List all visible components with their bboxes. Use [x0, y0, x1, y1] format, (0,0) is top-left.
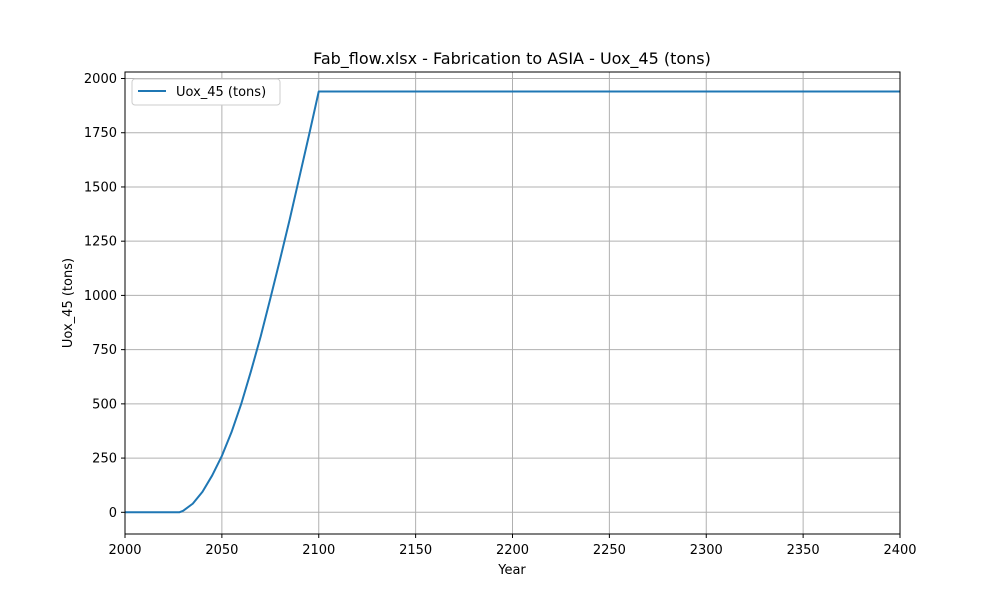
y-tick-label: 1000 [84, 289, 117, 304]
y-tick-label: 2000 [84, 72, 117, 87]
series-line [125, 90, 900, 514]
legend-label: Uox_45 (tons) [176, 85, 266, 100]
y-tick-label: 1250 [84, 235, 117, 250]
x-tick-label: 2200 [496, 543, 529, 558]
y-axis-label: Uox_45 (tons) [61, 258, 76, 348]
y-tick-label: 0 [109, 506, 117, 521]
y-tick-label: 750 [92, 343, 117, 358]
series-lines [125, 90, 900, 514]
y-tick-label: 250 [92, 452, 117, 467]
x-tick-label: 2150 [399, 543, 432, 558]
x-tick-label: 2300 [690, 543, 723, 558]
x-tick-label: 2100 [302, 543, 335, 558]
x-tick-label: 2000 [108, 543, 141, 558]
x-tick-label: 2400 [883, 543, 916, 558]
x-axis-label: Year [497, 563, 526, 578]
y-tick-label: 500 [92, 397, 117, 412]
chart-title: Fab_flow.xlsx - Fabrication to ASIA - Uo… [313, 49, 711, 69]
x-tick-label: 2350 [787, 543, 820, 558]
x-axis-ticks: 2000 2050 2100 2150 2200 2250 2300 2350 2400 [108, 534, 917, 558]
y-axis-ticks: 0 250 500 750 1000 1250 1500 1750 2000 [84, 72, 125, 521]
y-tick-label: 1500 [84, 180, 117, 195]
x-tick-label: 2050 [205, 543, 238, 558]
legend: Uox_45 (tons) [131, 78, 281, 106]
y-tick-label: 1750 [84, 126, 117, 141]
x-tick-label: 2250 [593, 543, 626, 558]
legend-box [131, 78, 281, 106]
